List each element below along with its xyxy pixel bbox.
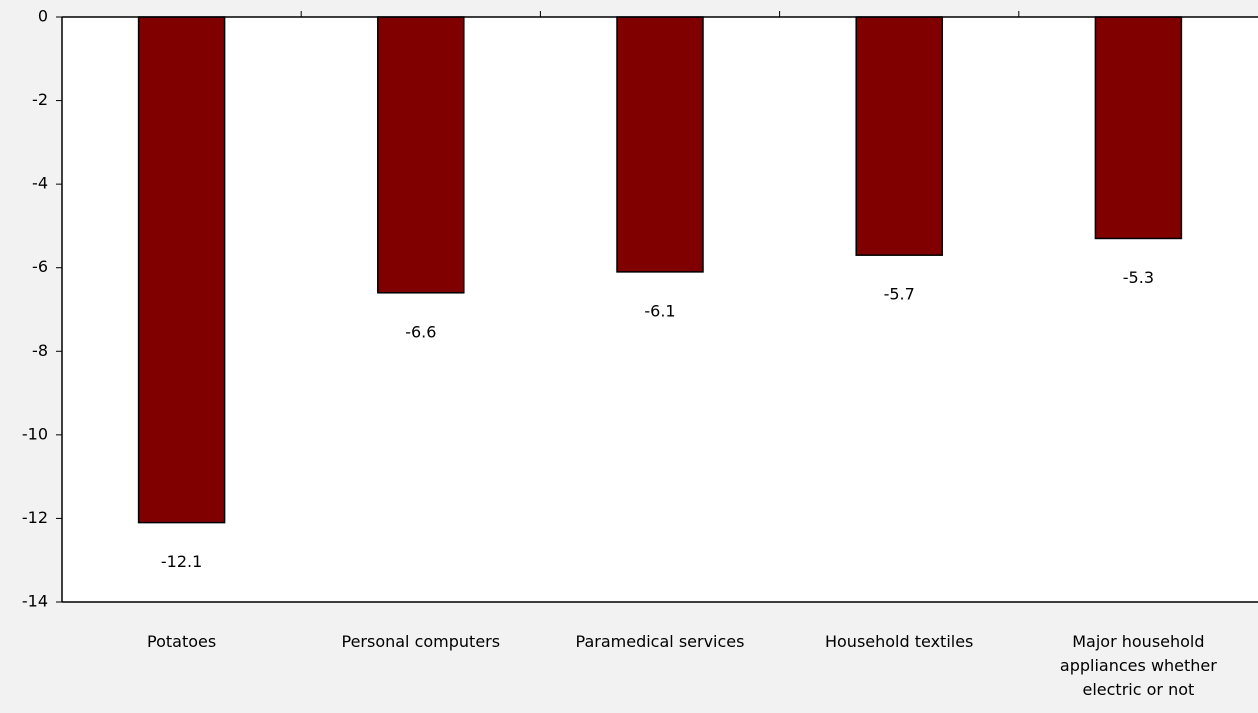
y-tick-label: -14 — [22, 592, 48, 611]
value-label: -5.3 — [1123, 268, 1154, 287]
x-tick-label: Paramedical services — [575, 632, 745, 651]
value-label: -6.1 — [644, 301, 675, 320]
y-tick-label: -12 — [22, 508, 48, 527]
value-label: -5.7 — [884, 285, 915, 304]
value-label: -6.6 — [405, 322, 436, 341]
bar — [616, 16, 704, 273]
y-tick-label: -4 — [32, 174, 48, 193]
value-label: -12.1 — [161, 552, 202, 571]
x-tick-label: Personal computers — [341, 632, 501, 651]
y-tick-label: -10 — [22, 424, 48, 443]
bar — [855, 16, 943, 256]
y-tick-label: -2 — [32, 90, 48, 109]
y-tick-label: -8 — [32, 341, 48, 360]
x-tick-label: Household textiles — [824, 632, 974, 651]
x-tick-label: Potatoes — [147, 632, 217, 651]
bar — [1094, 16, 1183, 240]
bar — [137, 16, 226, 524]
bar — [377, 16, 465, 294]
y-tick-label: 0 — [38, 7, 48, 26]
y-tick-label: -6 — [32, 257, 48, 276]
x-tick-label: Major household appliances whether elect… — [1059, 632, 1217, 699]
